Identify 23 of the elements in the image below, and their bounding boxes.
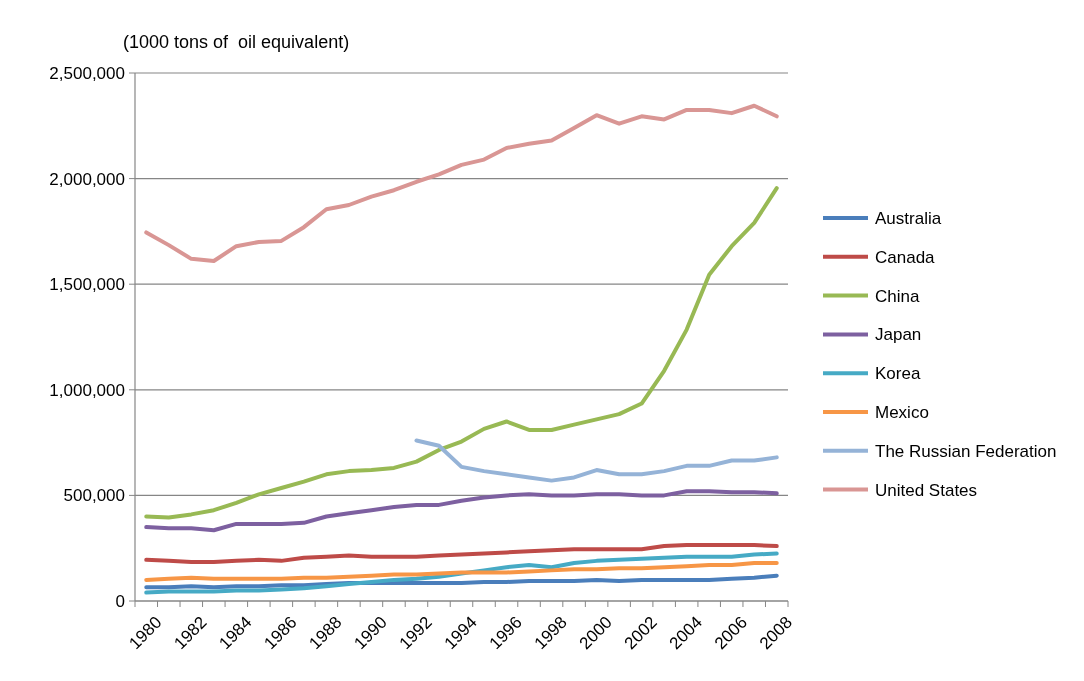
line-series — [144, 573, 779, 590]
line-series — [144, 551, 779, 595]
legend-label: Korea — [875, 364, 921, 384]
legend-label: The Russian Federation — [875, 441, 1057, 461]
y-tick-label: 2,500,000 — [49, 63, 125, 83]
line-series — [414, 438, 779, 483]
y-tick-label: 500,000 — [63, 486, 125, 506]
line-series — [144, 489, 779, 533]
y-tick-label: 0 — [115, 591, 125, 611]
y-tick-label: 2,000,000 — [49, 169, 125, 189]
legend-label: United States — [875, 480, 978, 500]
legend-label: China — [875, 286, 920, 306]
legend-label: Japan — [875, 325, 922, 345]
y-axis-title: (1000 tons of oil equivalent) — [123, 32, 350, 52]
y-tick-label: 1,000,000 — [49, 380, 125, 400]
line-series — [144, 560, 779, 582]
legend-label: Mexico — [875, 402, 929, 422]
y-tick-label: 1,500,000 — [49, 275, 125, 295]
line-series — [144, 186, 779, 520]
legend-label: Australia — [875, 208, 942, 228]
legend-label: Canada — [875, 247, 936, 267]
line-series — [144, 103, 779, 263]
line-series — [144, 543, 779, 564]
